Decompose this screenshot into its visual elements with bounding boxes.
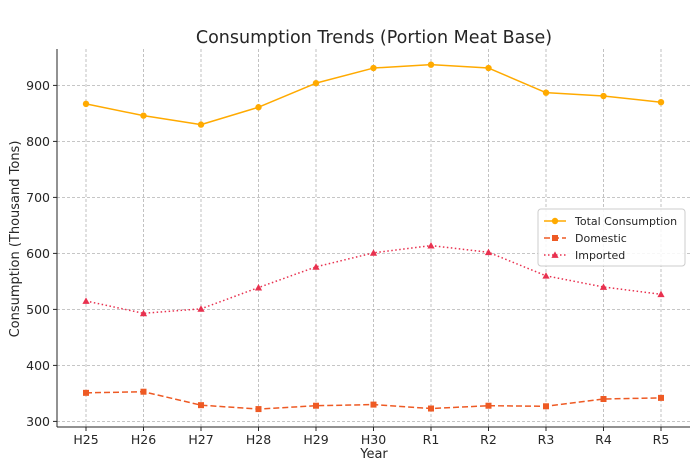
y-tick-label: 300 xyxy=(26,414,50,429)
legend-item: Total Consumption xyxy=(544,215,677,228)
series xyxy=(82,61,665,413)
chart-title: Consumption Trends (Portion Meat Base) xyxy=(196,28,552,48)
data-point xyxy=(657,290,665,298)
legend-label: Domestic xyxy=(575,232,627,245)
data-point xyxy=(600,396,607,402)
data-point xyxy=(485,64,492,72)
data-point xyxy=(542,272,550,279)
x-tick-label: R1 xyxy=(423,432,440,447)
grid xyxy=(57,49,690,427)
data-point xyxy=(313,402,319,409)
legend-label: Imported xyxy=(575,249,625,262)
data-point xyxy=(255,406,262,413)
series-domestic xyxy=(83,388,664,413)
data-point xyxy=(370,401,377,408)
y-tick-label: 600 xyxy=(26,246,50,261)
data-point xyxy=(543,403,549,410)
data-point xyxy=(370,64,377,72)
x-tick-label: R4 xyxy=(595,432,612,447)
series-line xyxy=(85,244,662,315)
y-tick-label: 700 xyxy=(26,190,50,205)
x-tick-label: H25 xyxy=(73,432,98,447)
axes: 300 400 500 600 700 800 900 H25 H26 H27 H28 H29 H30 R… xyxy=(26,49,690,447)
data-point xyxy=(428,405,434,412)
data-point xyxy=(427,241,435,249)
data-point xyxy=(139,309,148,317)
y-tick-label: 500 xyxy=(26,302,50,317)
legend: Total Consumption Domestic Imported xyxy=(537,208,686,267)
x-axis-title: Year xyxy=(359,447,388,461)
legend-item: Domestic xyxy=(544,232,627,245)
y-tick-label: 400 xyxy=(26,358,50,373)
x-tick-label: H27 xyxy=(188,432,213,447)
data-point xyxy=(599,283,608,290)
legend-marker xyxy=(551,217,559,225)
data-point xyxy=(600,92,607,100)
y-tick-label: 800 xyxy=(26,134,50,149)
data-point xyxy=(140,388,147,395)
y-axis-title: Consumption (Thousand Tons) xyxy=(8,141,23,338)
data-point xyxy=(140,112,147,119)
data-point xyxy=(312,263,320,270)
x-tick-label: R3 xyxy=(538,432,555,447)
x-tick-label: R5 xyxy=(653,432,670,447)
legend-box xyxy=(537,208,686,267)
data-point xyxy=(83,389,89,396)
data-point xyxy=(658,394,664,401)
data-point xyxy=(312,79,320,87)
y-tick-label: 900 xyxy=(26,78,50,93)
x-tick-label: H28 xyxy=(246,432,271,447)
x-tick-label: H26 xyxy=(131,432,156,447)
data-point xyxy=(82,100,90,108)
legend-marker xyxy=(552,235,558,241)
legend-marker xyxy=(551,251,559,258)
data-point xyxy=(427,61,435,68)
data-point xyxy=(657,99,665,106)
data-point xyxy=(484,248,493,256)
data-point xyxy=(198,402,204,409)
series-imported xyxy=(82,241,665,317)
legend-label: Total Consumption xyxy=(574,215,677,228)
data-point xyxy=(485,402,492,409)
series-total-consumption xyxy=(82,61,665,128)
data-point xyxy=(254,283,263,291)
data-point xyxy=(255,104,262,111)
data-point xyxy=(197,121,205,128)
x-tick-label: H30 xyxy=(361,432,386,447)
data-point xyxy=(197,305,205,312)
data-point xyxy=(369,249,378,256)
legend-item: Imported xyxy=(544,249,625,262)
data-point xyxy=(542,89,550,96)
x-tick-label: R2 xyxy=(480,432,497,447)
data-point xyxy=(82,297,90,304)
x-tick-label: H29 xyxy=(303,432,328,447)
